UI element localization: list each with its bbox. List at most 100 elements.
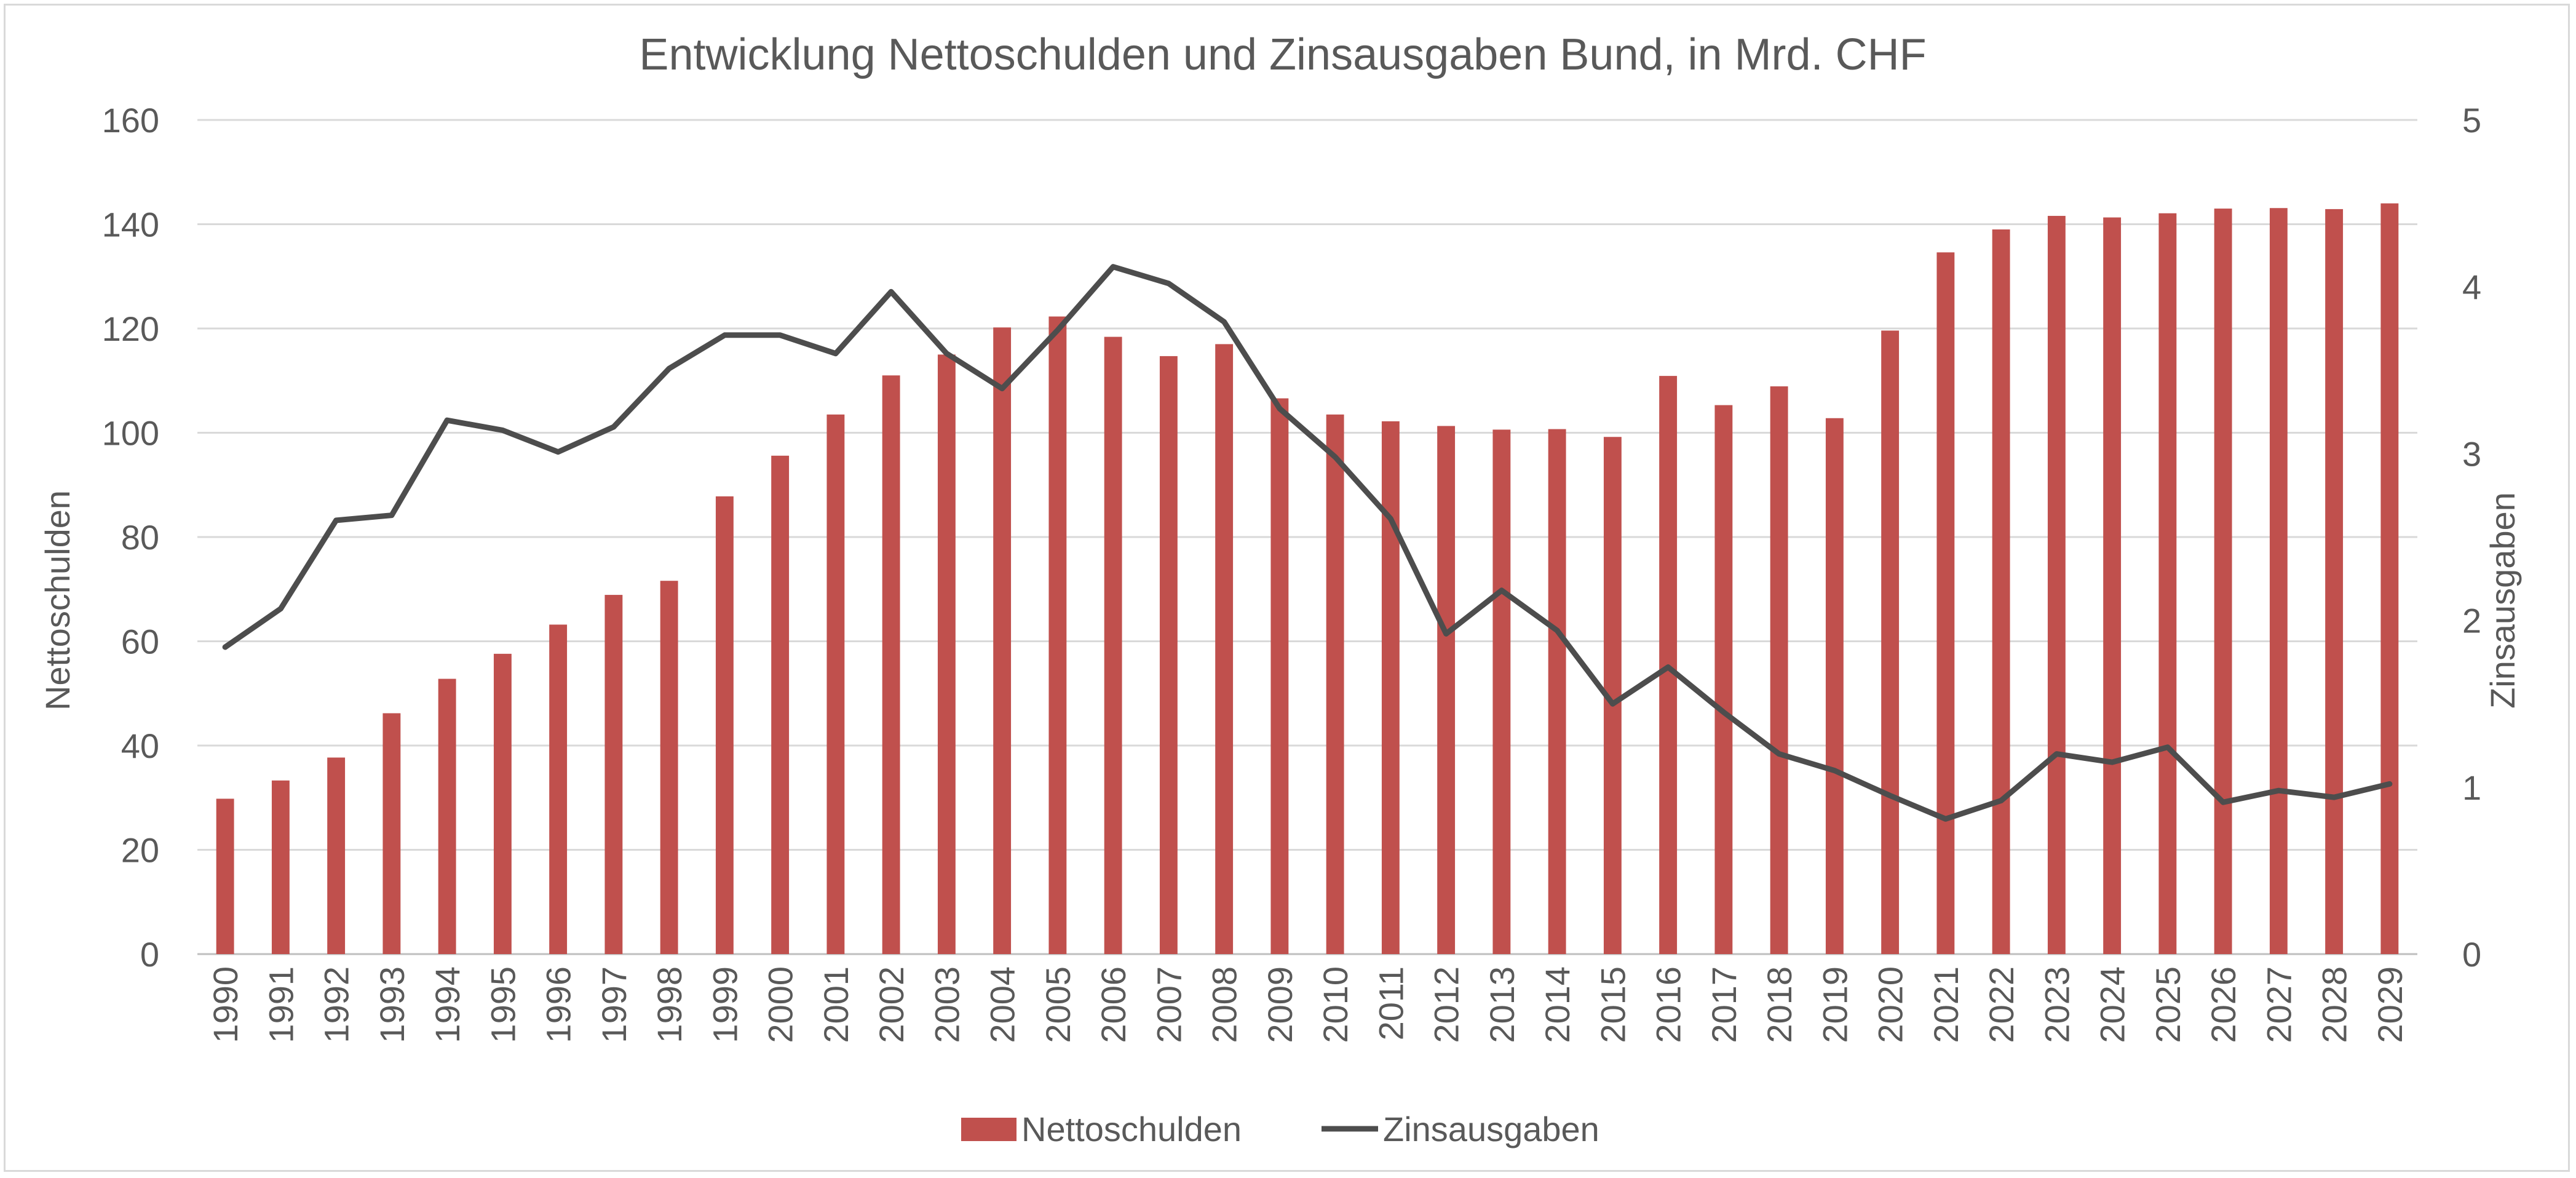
x-tick-label: 2010 (1316, 966, 1355, 1043)
x-tick-label: 2027 (2259, 966, 2298, 1043)
x-tick-label: 1994 (428, 966, 467, 1043)
x-axis-ticks: 1990 1991 1992 1993 1994 1995 1996 1997 1998 1999… (206, 966, 2409, 1043)
x-tick-label: 2026 (2204, 966, 2243, 1043)
right-tick-label: 4 (2462, 268, 2481, 306)
bar-nettoschulden (1048, 316, 1067, 954)
left-tick-label: 160 (102, 101, 159, 140)
x-tick-label: 2004 (983, 966, 1022, 1043)
bar-nettoschulden (549, 624, 568, 954)
x-tick-label: 1998 (650, 966, 689, 1043)
bar-nettoschulden (1104, 336, 1122, 954)
point-zinsausgaben (1556, 630, 1558, 631)
left-tick-label: 40 (121, 726, 159, 765)
bar-nettoschulden (993, 327, 1012, 954)
point-zinsausgaben (1279, 408, 1280, 409)
x-tick-label: 2003 (927, 966, 966, 1043)
legend-label-zinsausgaben: Zinsausgaben (1383, 1110, 1599, 1148)
left-tick-label: 0 (140, 935, 159, 974)
left-tick-label: 20 (121, 831, 159, 870)
x-tick-label: 1991 (261, 966, 300, 1043)
x-tick-label: 1992 (317, 966, 356, 1043)
point-zinsausgaben (2222, 802, 2224, 803)
right-tick-label: 0 (2462, 935, 2481, 974)
bar-nettoschulden (2103, 217, 2122, 954)
bar-nettoschulden (382, 713, 401, 954)
x-tick-label: 1999 (705, 966, 744, 1043)
bar-nettoschulden (1326, 414, 1344, 954)
bar-nettoschulden (1936, 252, 1955, 954)
point-zinsausgaben (1334, 456, 1336, 458)
right-axis-ticks: 0 1 2 3 4 5 (2462, 101, 2481, 974)
bar-nettoschulden (2214, 209, 2232, 955)
x-tick-label: 2014 (1538, 966, 1577, 1043)
point-zinsausgaben (946, 353, 947, 354)
bar-nettoschulden (438, 679, 456, 954)
point-zinsausgaben (2000, 800, 2002, 801)
x-tick-label: 1997 (595, 966, 633, 1043)
point-zinsausgaben (2278, 790, 2279, 791)
x-tick-label: 2029 (2371, 966, 2409, 1043)
bar-nettoschulden (1492, 429, 1511, 954)
bar-nettoschulden (2325, 209, 2344, 954)
point-zinsausgaben (280, 608, 281, 610)
x-tick-label: 2007 (1149, 966, 1188, 1043)
bar-nettoschulden (882, 375, 900, 954)
x-tick-label: 2002 (872, 966, 911, 1043)
x-tick-label: 2019 (1815, 966, 1854, 1043)
chart-frame: Entwicklung Nettoschulden und Zinsausgab… (4, 4, 2570, 1172)
bars-series-nettoschulden (216, 203, 2399, 955)
bar-nettoschulden (1548, 429, 1566, 954)
legend-label-nettoschulden: Nettoschulden (1021, 1110, 1242, 1148)
bar-nettoschulden (660, 581, 678, 954)
x-tick-label: 2020 (1871, 966, 1910, 1043)
x-tick-label: 1993 (373, 966, 411, 1043)
point-zinsausgaben (613, 426, 614, 428)
bar-nettoschulden (2158, 213, 2177, 954)
chart-title: Entwicklung Nettoschulden und Zinsausgab… (639, 30, 1926, 79)
bar-nettoschulden (1215, 344, 1234, 954)
x-tick-label: 2012 (1427, 966, 1466, 1043)
right-tick-label: 5 (2462, 101, 2481, 140)
line-zinsausgaben (222, 264, 2393, 822)
grid-lines (197, 119, 2417, 955)
x-tick-label: 2001 (817, 966, 855, 1043)
x-tick-label: 2028 (2315, 966, 2354, 1043)
bar-nettoschulden (1437, 426, 1456, 954)
point-zinsausgaben (446, 420, 448, 421)
bar-nettoschulden (1714, 405, 1733, 954)
left-axis-title: Nettoschulden (38, 490, 77, 710)
x-tick-label: 1996 (539, 966, 578, 1043)
right-axis-title: Zinsausgaben (2483, 492, 2522, 709)
bar-nettoschulden (771, 455, 790, 954)
left-tick-label: 140 (102, 205, 159, 244)
bar-nettoschulden (1270, 398, 1289, 954)
bar-nettoschulden (1992, 229, 2010, 955)
x-tick-label: 2017 (1705, 966, 1743, 1043)
x-tick-label: 2013 (1483, 966, 1521, 1043)
point-zinsausgaben (668, 368, 670, 369)
bar-nettoschulden (1159, 356, 1178, 954)
point-zinsausgaben (835, 353, 836, 354)
left-tick-label: 80 (121, 518, 159, 557)
legend-swatch-nettoschulden (961, 1118, 1017, 1141)
bar-nettoschulden (216, 798, 234, 954)
point-zinsausgaben (1834, 770, 1835, 771)
x-tick-label: 2022 (1982, 966, 2021, 1043)
point-zinsausgaben (502, 429, 503, 431)
x-tick-label: 2011 (1371, 966, 1410, 1040)
left-tick-label: 60 (121, 623, 159, 661)
x-tick-label: 2021 (1927, 966, 1965, 1043)
bar-nettoschulden (1881, 330, 1900, 954)
line-series-zinsausgaben (222, 264, 2393, 822)
x-tick-label: 2018 (1760, 966, 1799, 1043)
x-tick-label: 2009 (1261, 966, 1299, 1043)
left-tick-label: 100 (102, 414, 159, 453)
point-zinsausgaben (1112, 266, 1114, 268)
bar-nettoschulden (493, 653, 512, 954)
x-tick-label: 2006 (1094, 966, 1133, 1043)
point-zinsausgaben (1168, 283, 1169, 284)
right-tick-label: 1 (2462, 768, 2481, 807)
bar-nettoschulden (327, 757, 346, 954)
bar-nettoschulden (715, 496, 734, 954)
x-tick-label: 2008 (1205, 966, 1244, 1043)
